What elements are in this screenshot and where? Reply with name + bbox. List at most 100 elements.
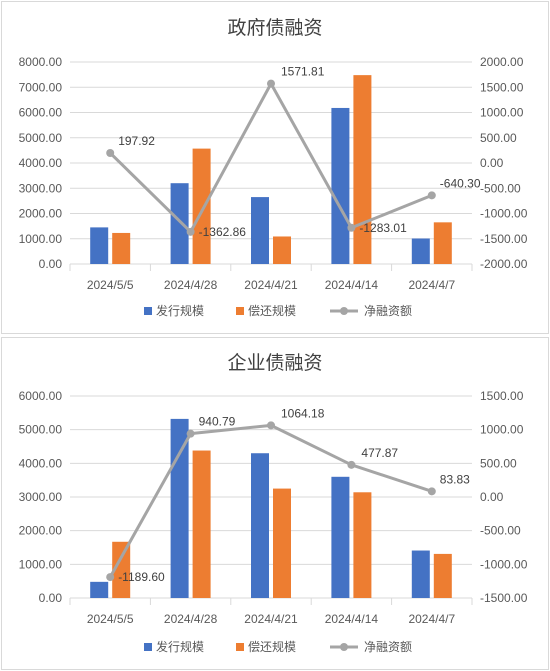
- left-axis-tick: 7000.00: [19, 80, 63, 94]
- net-financing-label: 197.92: [118, 134, 155, 148]
- chart-title: 企业债融资: [227, 352, 322, 374]
- left-axis-tick: 5000.00: [19, 423, 63, 437]
- issuance-bar: [331, 476, 350, 598]
- net-financing-point: [267, 79, 275, 88]
- left-axis-tick: 2000.00: [19, 207, 63, 221]
- issuance-bar: [251, 453, 269, 598]
- net-financing-point: [186, 227, 195, 236]
- category-label: 2024/4/14: [325, 612, 379, 626]
- left-axis-tick: 1000.00: [19, 557, 63, 571]
- chart-border: [1, 1, 549, 334]
- net-financing-label: -1189.60: [118, 570, 165, 584]
- right-axis-tick: 500.00: [480, 456, 517, 470]
- net-financing-point: [427, 191, 436, 200]
- repayment-bar: [112, 541, 131, 598]
- net-financing-point: [106, 149, 115, 158]
- net-financing-label: 83.83: [440, 472, 470, 486]
- net-financing-label: -1283.01: [359, 221, 407, 235]
- category-label: 2024/4/21: [244, 612, 298, 626]
- left-axis-tick: 3000.00: [19, 181, 63, 195]
- issuance-bar: [411, 238, 430, 264]
- net-financing-point: [106, 573, 115, 582]
- repayment-bar: [273, 488, 291, 598]
- left-axis-tick: 2000.00: [19, 524, 63, 538]
- net-financing-label: 1064.18: [281, 406, 325, 420]
- issuance-bar: [251, 197, 269, 264]
- right-axis-tick: -500.00: [480, 524, 521, 538]
- net-financing-label: 940.79: [199, 415, 236, 429]
- repayment-bar: [112, 232, 131, 264]
- net-financing-point: [267, 421, 275, 430]
- issuance-bar: [411, 550, 430, 598]
- right-axis-tick: -1500.00: [480, 591, 528, 605]
- right-axis-tick: -2000.00: [480, 257, 528, 271]
- net-financing-point: [347, 460, 356, 469]
- repayment-bar: [192, 450, 211, 598]
- left-axis-tick: 3000.00: [19, 490, 63, 504]
- category-label: 2024/4/14: [325, 278, 379, 292]
- legend-label: 偿还规模: [248, 303, 296, 318]
- repayment-bar: [192, 148, 211, 264]
- left-axis-tick: 0.00: [39, 257, 63, 271]
- issuance-bar: [170, 418, 189, 598]
- left-axis-tick: 4000.00: [19, 156, 63, 170]
- legend-swatch: [144, 307, 152, 315]
- category-label: 2024/4/7: [408, 612, 455, 626]
- category-label: 2024/4/7: [408, 278, 455, 292]
- right-axis-tick: -1000.00: [480, 557, 528, 571]
- right-axis-tick: 2000.00: [480, 55, 524, 69]
- legend-marker: [340, 307, 348, 315]
- right-axis-tick: 500.00: [480, 131, 517, 145]
- net-financing-point: [427, 487, 436, 496]
- repayment-bar: [433, 222, 452, 264]
- issuance-bar: [90, 227, 109, 264]
- left-axis-tick: 4000.00: [19, 456, 63, 470]
- issuance-bar: [170, 183, 189, 264]
- legend-label: 净融资额: [364, 640, 412, 654]
- legend-label: 发行规模: [156, 303, 204, 318]
- legend-swatch: [236, 307, 244, 315]
- left-axis-tick: 5000.00: [19, 131, 63, 145]
- repayment-bar: [353, 492, 372, 598]
- government-bond-chart: 政府债融资 0.00 1000.00 2000.00 3000.00 4000.00 50…: [1, 1, 549, 334]
- net-financing-label: -640.30: [440, 176, 481, 190]
- net-financing-label: -1362.86: [199, 225, 247, 239]
- net-financing-label: 477.87: [361, 446, 398, 460]
- left-axis-tick: 8000.00: [19, 55, 63, 69]
- right-axis-tick: 0.00: [480, 490, 504, 504]
- category-label: 2024/5/5: [87, 278, 134, 292]
- right-axis-tick: 0.00: [480, 156, 504, 170]
- legend-swatch: [236, 643, 244, 651]
- corporate-bond-chart: 企业债融资 0.00 1000.00 2000.00 3000.00 4000.00 50…: [1, 337, 549, 670]
- right-axis-tick: -1500.00: [480, 232, 528, 246]
- chart-title: 政府债融资: [227, 17, 322, 39]
- left-axis-tick: 1000.00: [19, 232, 63, 246]
- left-axis-tick: 6000.00: [19, 106, 63, 120]
- category-label: 2024/5/5: [87, 612, 134, 626]
- net-financing-point: [186, 429, 195, 438]
- right-axis-tick: 1500.00: [480, 80, 524, 94]
- repayment-bar: [273, 236, 291, 264]
- left-axis-tick: 6000.00: [19, 389, 63, 403]
- right-axis-tick: 1000.00: [480, 423, 524, 437]
- legend-label: 发行规模: [156, 639, 204, 654]
- legend-label: 偿还规模: [248, 639, 296, 654]
- category-label: 2024/4/28: [164, 612, 218, 626]
- right-axis-tick: 1000.00: [480, 106, 524, 120]
- category-label: 2024/4/21: [244, 278, 298, 292]
- legend-marker: [340, 643, 348, 651]
- issuance-bar: [331, 107, 350, 264]
- left-axis-tick: 0.00: [39, 591, 63, 605]
- legend: 发行规模 偿还规模 净融资额: [144, 303, 412, 318]
- repayment-bar: [353, 75, 372, 264]
- legend-label: 净融资额: [364, 304, 412, 318]
- net-financing-label: 1571.81: [281, 65, 325, 79]
- legend-swatch: [144, 643, 152, 651]
- category-label: 2024/4/28: [164, 278, 218, 292]
- right-axis-tick: -500.00: [480, 181, 521, 195]
- net-financing-point: [347, 223, 356, 232]
- legend: 发行规模 偿还规模 净融资额: [144, 639, 412, 654]
- repayment-bar: [433, 553, 452, 598]
- issuance-bar: [90, 581, 109, 598]
